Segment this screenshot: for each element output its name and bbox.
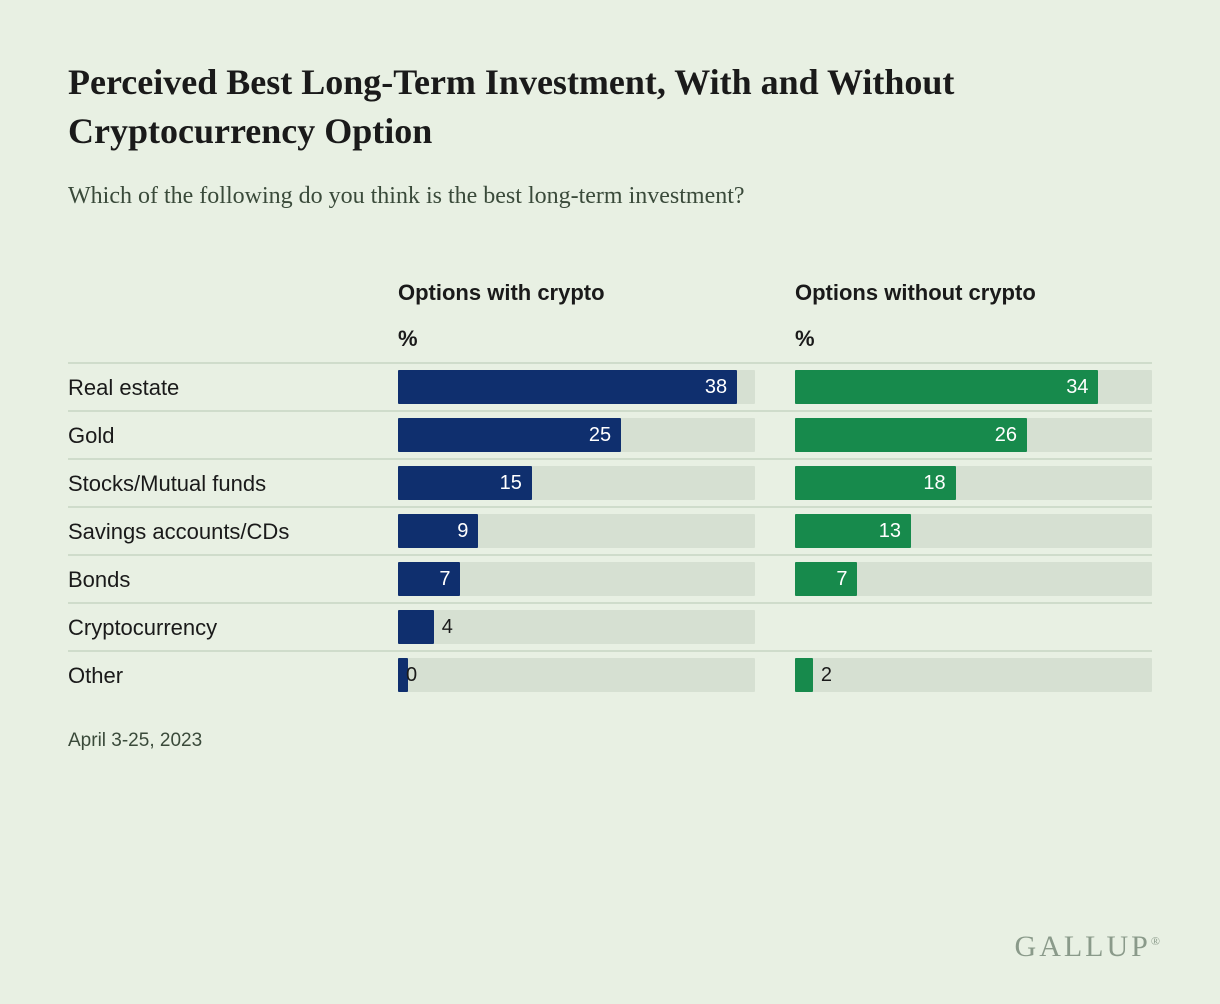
bar-value: 26 bbox=[995, 424, 1017, 447]
row-label: Savings accounts/CDs bbox=[68, 519, 398, 544]
row-label: Stocks/Mutual funds bbox=[68, 471, 398, 496]
bar-fill: 38 bbox=[398, 370, 737, 404]
bar-fill: 26 bbox=[795, 418, 1027, 452]
date-note: April 3-25, 2023 bbox=[68, 730, 1152, 752]
bar-track: 13 bbox=[795, 514, 1152, 548]
column-header-row: Options with crypto Options without cryp… bbox=[68, 280, 1152, 320]
bar-track: 18 bbox=[795, 466, 1152, 500]
bar-value: 25 bbox=[589, 424, 611, 447]
data-row: Stocks/Mutual funds 15 18 bbox=[68, 458, 1152, 506]
row-label: Bonds bbox=[68, 567, 398, 592]
bar-track: 34 bbox=[795, 370, 1152, 404]
bar-track: 9 bbox=[398, 514, 755, 548]
row-label: Real estate bbox=[68, 375, 398, 400]
bar-fill: 25 bbox=[398, 418, 621, 452]
bar-track: 0 bbox=[398, 658, 755, 692]
data-row: Savings accounts/CDs 9 13 bbox=[68, 506, 1152, 554]
chart-subtitle: Which of the following do you think is t… bbox=[68, 183, 1152, 210]
bar-track: 7 bbox=[795, 562, 1152, 596]
bar-value: 15 bbox=[500, 472, 522, 495]
unit-with-crypto: % bbox=[398, 326, 755, 352]
bar-fill: 34 bbox=[795, 370, 1098, 404]
chart-area: Options with crypto Options without cryp… bbox=[68, 280, 1152, 698]
data-row: Other0 2 bbox=[68, 650, 1152, 698]
bar-fill: 9 bbox=[398, 514, 478, 548]
data-row: Gold 25 26 bbox=[68, 410, 1152, 458]
bar-fill: 7 bbox=[795, 562, 857, 596]
bar-value: 18 bbox=[923, 472, 945, 495]
bar-fill: 15 bbox=[398, 466, 532, 500]
bar-track: 38 bbox=[398, 370, 755, 404]
data-row: Real estate 38 34 bbox=[68, 362, 1152, 410]
bar-value: 7 bbox=[439, 568, 450, 591]
bar-track: 2 bbox=[795, 658, 1152, 692]
bar-track: 26 bbox=[795, 418, 1152, 452]
column-header-with-crypto: Options with crypto bbox=[398, 280, 755, 320]
column-header-without-crypto: Options without crypto bbox=[795, 280, 1152, 320]
bar-value: 4 bbox=[434, 610, 453, 644]
bar-fill bbox=[795, 658, 813, 692]
chart-title: Perceived Best Long-Term Investment, Wit… bbox=[68, 58, 1152, 155]
row-label: Cryptocurrency bbox=[68, 615, 398, 640]
bar-track: 25 bbox=[398, 418, 755, 452]
bar-value: 9 bbox=[457, 520, 468, 543]
bar-value: 34 bbox=[1066, 376, 1088, 399]
data-row: Bonds 7 7 bbox=[68, 554, 1152, 602]
bar-track: 4 bbox=[398, 610, 755, 644]
unit-row: % % bbox=[68, 326, 1152, 352]
bar-track: 15 bbox=[398, 466, 755, 500]
unit-without-crypto: % bbox=[795, 326, 1152, 352]
brand-logo: GALLUP® bbox=[1015, 930, 1160, 964]
bar-fill: 13 bbox=[795, 514, 911, 548]
bar-value: 38 bbox=[705, 376, 727, 399]
bar-track: 7 bbox=[398, 562, 755, 596]
bar-value: 7 bbox=[836, 568, 847, 591]
bar-fill: 18 bbox=[795, 466, 956, 500]
bar-fill bbox=[398, 610, 434, 644]
data-row: Cryptocurrency 4 bbox=[68, 602, 1152, 650]
row-label: Other bbox=[68, 663, 398, 688]
bar-value: 0 bbox=[398, 658, 417, 692]
bar-value: 13 bbox=[879, 520, 901, 543]
bar-value: 2 bbox=[813, 658, 832, 692]
row-label: Gold bbox=[68, 423, 398, 448]
bar-fill: 7 bbox=[398, 562, 460, 596]
